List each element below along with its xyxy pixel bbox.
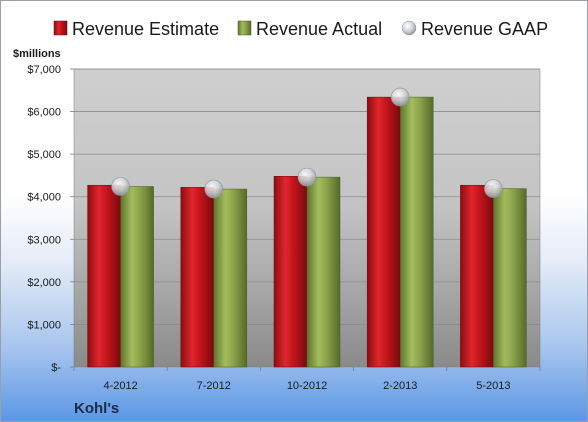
bar-revenue-estimate[interactable] xyxy=(366,96,401,368)
bar-revenue-estimate[interactable] xyxy=(180,187,215,368)
legend-swatch-estimate xyxy=(53,20,68,36)
x-tick-label: 2-2013 xyxy=(383,380,417,392)
y-tick-label: $6,000 xyxy=(27,107,61,119)
y-tick-label: $1,000 xyxy=(27,319,61,331)
y-tick-label: $- xyxy=(51,362,61,374)
legend-label-actual: Revenue Actual xyxy=(256,19,382,39)
x-tick-label: 5-2013 xyxy=(476,380,510,392)
x-tick-label: 4-2012 xyxy=(103,380,137,392)
bar-revenue-estimate[interactable] xyxy=(273,176,308,368)
legend-swatch-actual xyxy=(237,20,252,36)
bar-revenue-actual[interactable] xyxy=(399,96,434,368)
legend-item-estimate[interactable]: Revenue Estimate xyxy=(53,19,219,39)
y-axis-unit-label: $millions xyxy=(13,48,61,60)
bar-revenue-estimate[interactable] xyxy=(460,184,494,368)
y-tick-label: $4,000 xyxy=(27,192,61,204)
company-label: Kohl's xyxy=(74,400,119,417)
bar-revenue-actual[interactable] xyxy=(213,188,248,368)
bars xyxy=(87,96,527,368)
x-tick-label: 10-2012 xyxy=(287,380,327,392)
y-axis-ticks: $- $1,000 $2,000 $3,000 $4,000 $5,000 $6,000 $7… xyxy=(27,64,74,374)
x-axis-ticks: 4-2012 7-2012 10-2012 2-2013 5-2013 xyxy=(73,367,541,392)
legend-item-gaap[interactable]: Revenue GAAP xyxy=(401,19,548,39)
gaap-markers xyxy=(111,87,503,199)
bar-revenue-actual[interactable] xyxy=(306,176,341,368)
bar-revenue-estimate[interactable] xyxy=(87,184,121,368)
marker-revenue-gaap[interactable] xyxy=(111,177,130,196)
y-tick-label: $3,000 xyxy=(27,234,61,246)
legend-swatch-gaap xyxy=(401,20,417,36)
marker-revenue-gaap[interactable] xyxy=(204,179,224,199)
y-tick-label: $5,000 xyxy=(27,149,61,161)
y-tick-label: $7,000 xyxy=(27,64,61,76)
legend-item-actual[interactable]: Revenue Actual xyxy=(237,19,382,39)
bar-revenue-actual[interactable] xyxy=(493,188,527,368)
legend-label-gaap: Revenue GAAP xyxy=(421,19,548,39)
x-tick-label: 7-2012 xyxy=(197,380,231,392)
legend-label-estimate: Revenue Estimate xyxy=(72,19,219,39)
bar-revenue-actual[interactable] xyxy=(120,186,154,368)
marker-revenue-gaap[interactable] xyxy=(390,87,410,107)
legend: Revenue Estimate Revenue Actual Revenue … xyxy=(53,19,548,39)
y-tick-label: $2,000 xyxy=(27,277,61,289)
marker-revenue-gaap[interactable] xyxy=(297,167,317,187)
marker-revenue-gaap[interactable] xyxy=(484,179,503,198)
